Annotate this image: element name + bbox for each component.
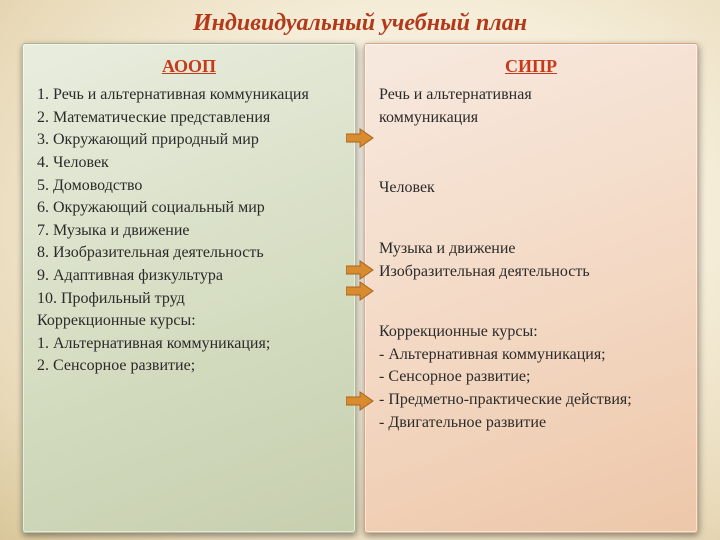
left-line: 8. Изобразительная деятельность — [37, 242, 341, 264]
right-line: Речь и альтернативная — [379, 84, 683, 106]
left-panel-header: АООП — [37, 54, 341, 78]
left-line: 5. Домоводство — [37, 175, 341, 197]
right-panel-header: СИПР — [379, 54, 683, 78]
left-line: 10. Профильный труд — [37, 288, 341, 310]
right-line: - Предметно-практические действия; — [379, 389, 683, 411]
right-line: Музыка и движение — [379, 238, 683, 260]
left-line: 2. Сенсорное развитие; — [37, 355, 341, 377]
left-line: Коррекционные курсы: — [37, 310, 341, 332]
left-line: 2. Математические представления — [37, 107, 341, 129]
panels-row: АООП 1. Речь и альтернативная коммуникац… — [0, 43, 720, 533]
left-panel: АООП 1. Речь и альтернативная коммуникац… — [22, 43, 356, 533]
left-line: 1. Речь и альтернативная коммуникация — [37, 84, 341, 106]
left-line: 9. Адаптивная физкультура — [37, 265, 341, 287]
right-line: Изобразительная деятельность — [379, 261, 683, 283]
right-line: - Альтернативная коммуникация; — [379, 344, 683, 366]
left-line: 6. Окружающий социальный мир — [37, 197, 341, 219]
right-line: - Сенсорное развитие; — [379, 366, 683, 388]
right-line: коммуникация — [379, 107, 683, 129]
right-line: Коррекционные курсы: — [379, 321, 683, 343]
left-line: 4. Человек — [37, 152, 341, 174]
left-line: 7. Музыка и движение — [37, 220, 341, 242]
left-line: 1. Альтернативная коммуникация; — [37, 333, 341, 355]
right-line: - Двигательное развитие — [379, 412, 683, 434]
right-line: Человек — [379, 177, 683, 199]
left-line: 3. Окружающий природный мир — [37, 129, 341, 151]
right-panel: СИПР Речь и альтернативная коммуникация … — [364, 43, 698, 533]
page-title: Индивидуальный учебный план — [0, 0, 720, 43]
